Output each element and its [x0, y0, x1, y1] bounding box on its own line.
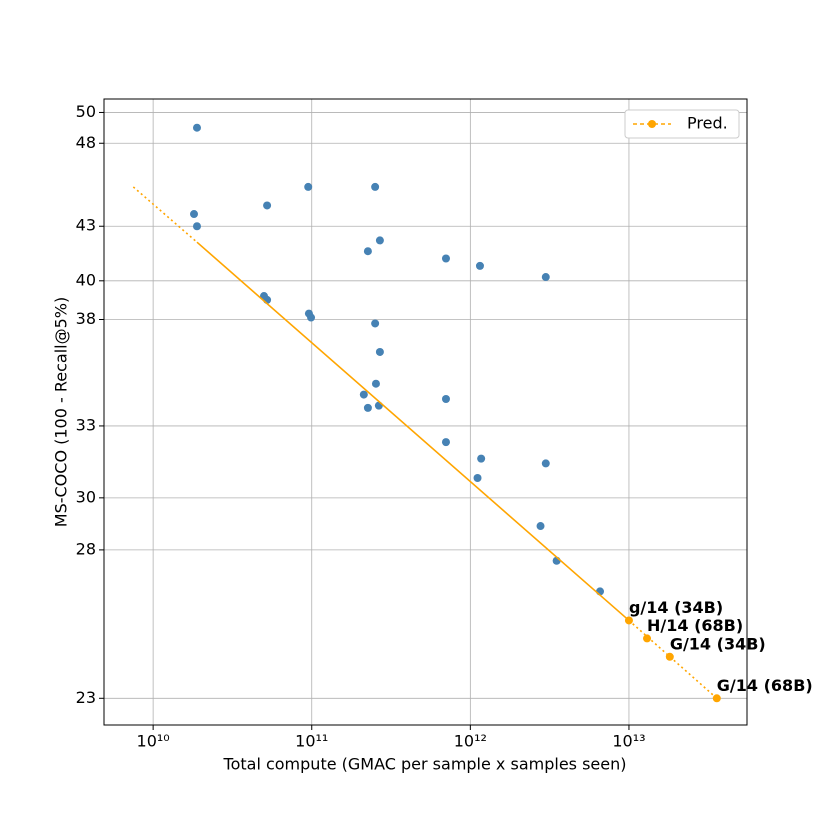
data-point	[263, 201, 272, 210]
pred-point	[643, 634, 652, 643]
data-point	[375, 236, 384, 245]
data-point	[441, 254, 450, 263]
data-point	[441, 394, 450, 403]
y-tick-label: 33	[76, 415, 96, 434]
point-label: G/14 (34B)	[670, 634, 766, 653]
data-point	[473, 473, 482, 482]
data-point	[477, 454, 486, 463]
data-point	[541, 273, 550, 282]
x-tick-label: 10¹¹	[295, 732, 328, 751]
data-point	[304, 182, 313, 191]
data-point	[363, 403, 372, 412]
point-label: H/14 (68B)	[647, 616, 743, 635]
plot-frame	[103, 98, 748, 726]
data-point	[541, 459, 550, 468]
data-point	[359, 390, 368, 399]
data-point	[363, 247, 372, 256]
data-point	[307, 313, 316, 322]
pred-point	[624, 616, 633, 625]
x-axis-label: Total compute (GMAC per sample x samples…	[223, 755, 627, 774]
data-point	[374, 401, 383, 410]
y-tick-label: 48	[76, 133, 96, 152]
legend-label: Pred.	[687, 114, 728, 133]
legend-box	[624, 109, 740, 139]
pred-point	[665, 652, 674, 661]
data-point	[441, 438, 450, 447]
y-tick-label: 40	[76, 270, 96, 289]
y-tick-label: 30	[76, 487, 96, 506]
point-label: g/14 (34B)	[629, 598, 723, 617]
data-point	[375, 347, 384, 356]
data-point	[192, 222, 201, 231]
x-tick-label: 10¹²	[454, 732, 487, 751]
y-axis-label: MS-COCO (100 - Recall@5%)	[52, 297, 71, 527]
fit-line	[132, 186, 198, 243]
data-point	[192, 123, 201, 132]
x-tick-label: 10¹⁰	[137, 732, 170, 751]
legend-marker	[648, 120, 656, 128]
data-point	[371, 182, 380, 191]
y-tick-label: 50	[76, 102, 96, 121]
x-tick-label: 10¹³	[612, 732, 645, 751]
data-point	[536, 522, 545, 531]
y-tick-label: 28	[76, 539, 96, 558]
data-point	[371, 319, 380, 328]
y-tick-label: 38	[76, 309, 96, 328]
data-point	[371, 379, 380, 388]
fit-line	[196, 241, 630, 622]
data-point	[190, 210, 199, 219]
pred-point	[712, 694, 721, 703]
data-point	[475, 261, 484, 270]
y-tick-label: 43	[76, 216, 96, 235]
point-label: G/14 (68B)	[717, 676, 813, 695]
y-tick-label: 23	[76, 688, 96, 707]
